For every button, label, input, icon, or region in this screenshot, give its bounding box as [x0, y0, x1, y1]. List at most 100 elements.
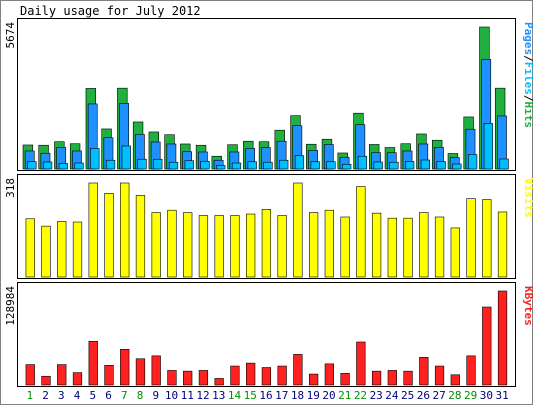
day-label-31: 31: [496, 389, 509, 402]
bar-visits-5: [88, 182, 98, 278]
side-label-part-4: Hits: [522, 102, 533, 129]
day-label-17: 17: [275, 389, 288, 402]
day-label-4: 4: [74, 389, 81, 402]
bar-pages-16: [263, 161, 273, 170]
bar-pages-9: [153, 158, 163, 170]
day-label-6: 6: [105, 389, 112, 402]
bar-kbytes-23: [371, 370, 382, 386]
bar-kbytes-11: [183, 370, 193, 386]
bar-visits-26: [419, 212, 429, 278]
bar-visits-1: [25, 218, 35, 278]
day-label-5: 5: [90, 389, 97, 402]
bar-kbytes-13: [214, 378, 224, 386]
bar-visits-17: [277, 215, 287, 278]
day-label-13: 13: [212, 389, 225, 402]
bar-pages-31: [499, 158, 509, 170]
bar-pages-26: [420, 159, 431, 170]
side-label-kbytes: KBytes: [522, 286, 533, 326]
bar-pages-11: [184, 160, 194, 170]
bar-kbytes-2: [41, 375, 51, 386]
bar-kbytes-20: [324, 363, 334, 386]
bar-kbytes-14: [230, 365, 240, 386]
bar-visits-7: [120, 182, 130, 278]
side-label-part-0: Pages: [522, 22, 533, 55]
bar-visits-31: [497, 211, 508, 278]
bar-visits-8: [135, 195, 146, 278]
bar-kbytes-17: [277, 365, 287, 386]
bar-kbytes-30: [482, 306, 492, 386]
day-label-1: 1: [27, 389, 34, 402]
bar-pages-18: [294, 155, 305, 170]
day-label-28: 28: [448, 389, 461, 402]
bar-kbytes-3: [57, 364, 67, 386]
bar-kbytes-21: [340, 373, 350, 386]
bar-pages-20: [326, 161, 336, 170]
bar-pages-17: [279, 159, 289, 170]
max-label-visits: 318: [4, 178, 17, 198]
day-label-26: 26: [417, 389, 430, 402]
day-label-29: 29: [464, 389, 477, 402]
bar-visits-29: [466, 198, 476, 278]
day-label-24: 24: [385, 389, 399, 402]
bar-pages-10: [168, 161, 179, 170]
bar-pages-1: [27, 161, 37, 170]
day-label-22: 22: [354, 389, 367, 402]
side-label-part-2: Files: [522, 62, 533, 95]
bar-visits-10: [167, 209, 177, 278]
day-label-30: 30: [480, 389, 493, 402]
day-label-3: 3: [58, 389, 65, 402]
bar-kbytes-24: [387, 370, 397, 386]
bar-kbytes-1: [25, 364, 35, 386]
bar-visits-24: [387, 217, 397, 278]
bar-visits-21: [340, 216, 350, 278]
bar-pages-14: [231, 162, 242, 170]
bar-kbytes-31: [497, 290, 508, 386]
day-label-25: 25: [401, 389, 414, 402]
day-label-12: 12: [196, 389, 209, 402]
bar-visits-6: [104, 193, 114, 278]
day-label-15: 15: [244, 389, 257, 402]
bar-kbytes-26: [419, 357, 429, 386]
bar-kbytes-28: [450, 374, 460, 386]
bar-kbytes-18: [293, 354, 303, 386]
day-label-18: 18: [291, 389, 304, 402]
day-label-20: 20: [322, 389, 335, 402]
bar-pages-6: [105, 159, 116, 170]
bar-pages-8: [137, 158, 147, 170]
bar-pages-28: [452, 163, 462, 170]
bar-kbytes-16: [261, 367, 272, 386]
bar-kbytes-22: [356, 341, 366, 386]
bar-visits-12: [198, 215, 209, 278]
bar-pages-5: [90, 148, 100, 170]
side-label-part-3: /: [522, 95, 533, 102]
bar-kbytes-4: [72, 372, 83, 386]
bar-pages-23: [373, 161, 383, 170]
bar-pages-13: [216, 165, 226, 170]
day-label-9: 9: [152, 389, 159, 402]
bar-visits-14: [230, 215, 240, 278]
bar-pages-24: [389, 161, 399, 170]
bar-pages-7: [121, 145, 131, 170]
bar-kbytes-29: [466, 355, 476, 386]
bar-pages-21: [342, 163, 352, 170]
bar-visits-13: [214, 215, 224, 278]
side-label-part-1: /: [522, 55, 533, 62]
bar-pages-19: [310, 161, 320, 170]
day-label-21: 21: [338, 389, 351, 402]
bar-pages-29: [467, 154, 478, 170]
bar-pages-25: [405, 161, 415, 170]
bar-pages-22: [357, 155, 368, 170]
day-label-23: 23: [370, 389, 383, 402]
day-label-8: 8: [137, 389, 144, 402]
chart-title: Daily usage for July 2012: [20, 4, 201, 18]
side-label-visits: Visits: [522, 178, 533, 218]
bar-visits-3: [57, 221, 67, 278]
bar-pages-3: [58, 163, 68, 170]
day-label-10: 10: [165, 389, 178, 402]
bar-visits-4: [72, 221, 83, 278]
day-label-7: 7: [121, 389, 128, 402]
bar-visits-15: [246, 213, 256, 278]
bar-kbytes-12: [198, 370, 209, 386]
bar-visits-16: [261, 209, 272, 278]
